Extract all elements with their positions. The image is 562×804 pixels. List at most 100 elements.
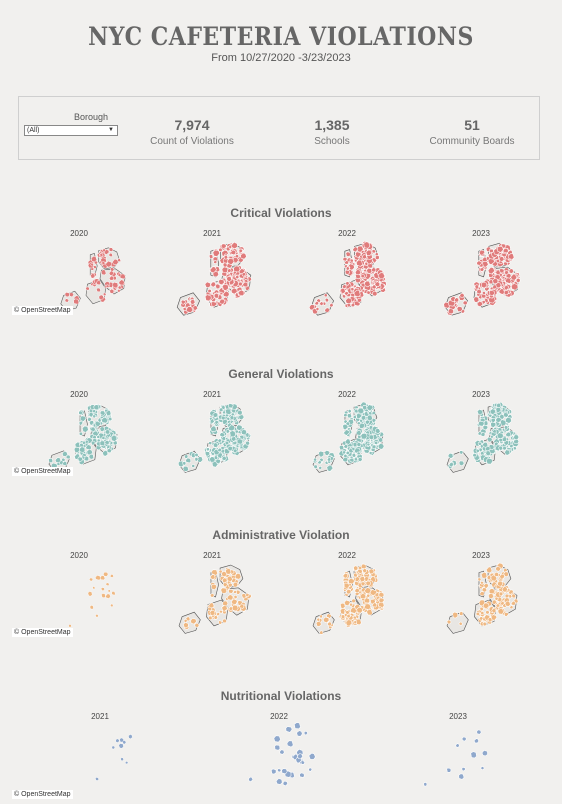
district-mark[interactable] bbox=[112, 282, 119, 289]
district-mark[interactable] bbox=[222, 410, 227, 415]
district-mark[interactable] bbox=[221, 605, 228, 612]
district-mark[interactable] bbox=[456, 306, 463, 312]
district-mark[interactable] bbox=[482, 261, 489, 268]
district-mark[interactable] bbox=[362, 568, 368, 574]
district-mark[interactable] bbox=[446, 619, 452, 625]
district-mark[interactable] bbox=[459, 450, 464, 455]
district-mark[interactable] bbox=[180, 299, 186, 305]
district-mark[interactable] bbox=[353, 289, 361, 298]
district-mark[interactable] bbox=[236, 409, 243, 416]
general-map-2022[interactable] bbox=[306, 401, 390, 477]
district-mark[interactable] bbox=[323, 616, 330, 624]
district-mark[interactable] bbox=[318, 614, 323, 619]
district-mark[interactable] bbox=[497, 608, 505, 615]
district-mark[interactable] bbox=[350, 302, 356, 308]
district-mark[interactable] bbox=[222, 582, 228, 587]
district-mark[interactable] bbox=[90, 262, 94, 267]
district-mark[interactable] bbox=[351, 598, 357, 604]
district-mark[interactable] bbox=[111, 591, 116, 596]
district-mark[interactable] bbox=[226, 268, 232, 273]
district-mark[interactable] bbox=[209, 266, 217, 274]
general-map-2023[interactable] bbox=[440, 401, 524, 477]
district-mark[interactable] bbox=[343, 582, 350, 589]
district-mark[interactable] bbox=[342, 572, 349, 579]
district-mark[interactable] bbox=[344, 269, 350, 275]
district-mark[interactable] bbox=[356, 451, 361, 456]
district-mark[interactable] bbox=[365, 249, 372, 257]
district-mark[interactable] bbox=[225, 568, 232, 575]
district-mark[interactable] bbox=[504, 600, 511, 607]
district-mark[interactable] bbox=[371, 290, 378, 297]
district-mark[interactable] bbox=[69, 292, 74, 298]
district-mark[interactable] bbox=[241, 593, 247, 599]
district-mark[interactable] bbox=[462, 300, 468, 306]
district-mark[interactable] bbox=[61, 457, 66, 462]
district-mark[interactable] bbox=[357, 421, 361, 426]
district-mark[interactable] bbox=[93, 404, 100, 411]
district-mark[interactable] bbox=[238, 414, 245, 420]
district-mark[interactable] bbox=[99, 440, 106, 447]
district-mark[interactable] bbox=[78, 431, 84, 436]
district-mark[interactable] bbox=[368, 568, 375, 575]
district-mark[interactable] bbox=[345, 619, 353, 627]
district-mark[interactable] bbox=[360, 581, 366, 587]
district-mark[interactable] bbox=[494, 571, 499, 577]
district-mark[interactable] bbox=[54, 457, 62, 464]
district-mark[interactable] bbox=[226, 276, 232, 282]
district-mark[interactable] bbox=[453, 297, 460, 303]
district-mark[interactable] bbox=[361, 254, 367, 260]
district-mark[interactable] bbox=[182, 622, 189, 629]
district-mark[interactable] bbox=[491, 608, 497, 614]
district-mark[interactable] bbox=[503, 571, 509, 577]
district-mark[interactable] bbox=[352, 246, 359, 253]
district-mark[interactable] bbox=[503, 412, 509, 418]
district-mark[interactable] bbox=[221, 404, 226, 410]
district-mark[interactable] bbox=[98, 294, 104, 301]
district-mark[interactable] bbox=[233, 265, 241, 273]
district-mark[interactable] bbox=[229, 415, 235, 420]
district-mark[interactable] bbox=[366, 404, 374, 412]
district-mark[interactable] bbox=[363, 241, 371, 249]
district-mark[interactable] bbox=[461, 767, 466, 772]
district-mark[interactable] bbox=[458, 611, 464, 616]
critical-map-2023[interactable] bbox=[440, 240, 524, 320]
district-mark[interactable] bbox=[512, 446, 517, 451]
district-mark[interactable] bbox=[108, 252, 113, 258]
district-mark[interactable] bbox=[314, 300, 320, 306]
district-mark[interactable] bbox=[107, 589, 111, 593]
district-mark[interactable] bbox=[238, 248, 243, 254]
district-mark[interactable] bbox=[323, 293, 328, 298]
district-mark[interactable] bbox=[104, 440, 110, 445]
district-mark[interactable] bbox=[102, 292, 107, 297]
district-mark[interactable] bbox=[227, 594, 234, 601]
district-mark[interactable] bbox=[343, 444, 348, 449]
district-mark[interactable] bbox=[498, 437, 503, 443]
district-mark[interactable] bbox=[473, 738, 480, 744]
district-mark[interactable] bbox=[480, 580, 484, 585]
district-mark[interactable] bbox=[357, 457, 363, 462]
district-mark[interactable] bbox=[89, 605, 94, 610]
district-mark[interactable] bbox=[360, 433, 368, 440]
district-mark[interactable] bbox=[364, 587, 372, 595]
district-mark[interactable] bbox=[228, 606, 233, 611]
district-mark[interactable] bbox=[487, 593, 495, 600]
district-mark[interactable] bbox=[480, 571, 488, 579]
district-mark[interactable] bbox=[227, 445, 233, 452]
district-mark[interactable] bbox=[85, 444, 92, 451]
district-mark[interactable] bbox=[221, 418, 228, 425]
district-mark[interactable] bbox=[515, 277, 521, 283]
critical-map-2022[interactable] bbox=[306, 240, 390, 320]
district-mark[interactable] bbox=[377, 272, 386, 280]
district-mark[interactable] bbox=[286, 740, 294, 748]
district-mark[interactable] bbox=[95, 777, 99, 781]
district-mark[interactable] bbox=[208, 456, 216, 463]
district-mark[interactable] bbox=[108, 275, 115, 281]
district-mark[interactable] bbox=[496, 432, 504, 439]
district-mark[interactable] bbox=[351, 452, 357, 458]
district-mark[interactable] bbox=[191, 463, 196, 468]
district-mark[interactable] bbox=[378, 597, 385, 604]
district-mark[interactable] bbox=[99, 410, 106, 416]
district-mark[interactable] bbox=[366, 608, 373, 616]
district-mark[interactable] bbox=[106, 448, 112, 454]
district-mark[interactable] bbox=[366, 442, 371, 447]
